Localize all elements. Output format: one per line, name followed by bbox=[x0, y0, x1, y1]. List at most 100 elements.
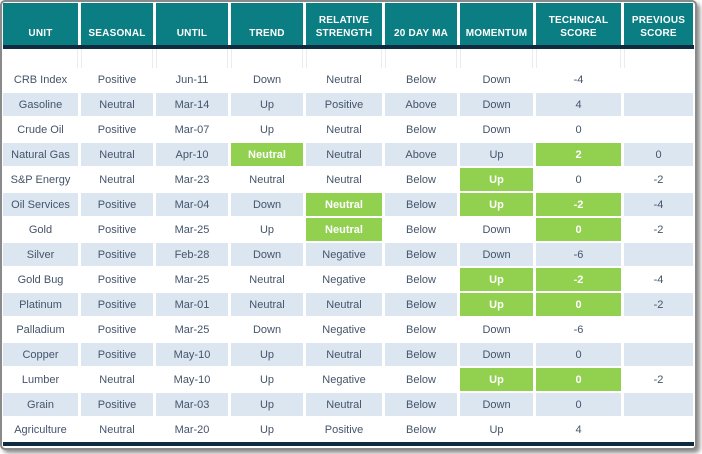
table-cell: Neutral bbox=[306, 218, 382, 241]
table-cell: Mar-04 bbox=[156, 193, 228, 216]
table-cell: Below bbox=[385, 343, 457, 366]
table-cell: Down bbox=[460, 218, 533, 241]
table-cell: Up bbox=[460, 268, 533, 291]
table-cell: Down bbox=[460, 93, 533, 116]
table-cell: -6 bbox=[536, 318, 621, 341]
table-cell: Down bbox=[460, 68, 533, 91]
table-cell: Down bbox=[231, 193, 303, 216]
header-divider-line bbox=[3, 45, 694, 49]
table-cell: Up bbox=[231, 418, 303, 441]
table-cell: Down bbox=[460, 318, 533, 341]
table-cell: Positive bbox=[81, 68, 153, 91]
table-cell bbox=[624, 418, 693, 441]
column-header-technical-score: TECHNICAL SCORE bbox=[536, 3, 621, 45]
table-cell: Below bbox=[385, 68, 457, 91]
table-cell: Positive bbox=[81, 268, 153, 291]
table-cell: Mar-03 bbox=[156, 393, 228, 416]
table-body: CRB Index Positive Jun-11 Down Neutral Below D… bbox=[3, 68, 694, 441]
table-cell: Neutral bbox=[306, 193, 382, 216]
table-cell: Negative bbox=[306, 368, 382, 391]
table-cell: -2 bbox=[624, 293, 693, 316]
table-cell: Below bbox=[385, 243, 457, 266]
unit-cell: Crude Oil bbox=[3, 118, 78, 141]
table-cell: Neutral bbox=[306, 168, 382, 191]
column-header-until: UNTIL bbox=[156, 3, 228, 45]
table-cell: 2 bbox=[536, 143, 621, 166]
unit-cell: Lumber bbox=[3, 368, 78, 391]
table-cell: Below bbox=[385, 118, 457, 141]
spacer-cell bbox=[3, 49, 78, 68]
spacer-cell bbox=[536, 49, 621, 68]
unit-cell: Palladium bbox=[3, 318, 78, 341]
table-cell: 4 bbox=[536, 418, 621, 441]
table-cell: 4 bbox=[536, 93, 621, 116]
table-cell: -2 bbox=[624, 368, 693, 391]
table-cell: Apr-10 bbox=[156, 143, 228, 166]
table-cell: Mar-01 bbox=[156, 293, 228, 316]
column-header-previous-score: PREVIOUS SCORE bbox=[624, 3, 693, 45]
table-cell: Neutral bbox=[306, 143, 382, 166]
table-cell: Neutral bbox=[306, 68, 382, 91]
unit-cell: Platinum bbox=[3, 293, 78, 316]
table-cell: Below bbox=[385, 193, 457, 216]
unit-cell: Silver bbox=[3, 243, 78, 266]
spacer-cell bbox=[624, 49, 693, 68]
table-cell: Up bbox=[460, 293, 533, 316]
table-cell: -4 bbox=[536, 68, 621, 91]
table-cell bbox=[624, 93, 693, 116]
unit-cell: Copper bbox=[3, 343, 78, 366]
table-cell: Below bbox=[385, 268, 457, 291]
table-cell: Neutral bbox=[306, 393, 382, 416]
column-header-relative-strength: RELATIVE STRENGTH bbox=[306, 3, 382, 45]
table-cell: Positive bbox=[81, 318, 153, 341]
table-cell: Negative bbox=[306, 318, 382, 341]
table-cell: Up bbox=[460, 418, 533, 441]
spacer-cell bbox=[156, 49, 228, 68]
table-cell bbox=[624, 118, 693, 141]
table-cell: Down bbox=[460, 343, 533, 366]
table-cell: Mar-07 bbox=[156, 118, 228, 141]
spacer-cell bbox=[385, 49, 457, 68]
table-cell: -4 bbox=[624, 268, 693, 291]
unit-cell: S&P Energy bbox=[3, 168, 78, 191]
unit-cell: Oil Services bbox=[3, 193, 78, 216]
spacer-cell bbox=[460, 49, 533, 68]
table-cell: Up bbox=[231, 368, 303, 391]
table-cell: Down bbox=[231, 318, 303, 341]
table-cell: Up bbox=[231, 118, 303, 141]
column-header-trend: TREND bbox=[231, 3, 303, 45]
unit-cell: Gold bbox=[3, 218, 78, 241]
table-cell: 0 bbox=[536, 168, 621, 191]
table-cell: Neutral bbox=[81, 418, 153, 441]
table-cell: Neutral bbox=[231, 143, 303, 166]
table-cell: 0 bbox=[536, 343, 621, 366]
spacer-cell bbox=[231, 49, 303, 68]
table-cell: Up bbox=[231, 343, 303, 366]
table-cell bbox=[624, 393, 693, 416]
table-cell: -6 bbox=[536, 243, 621, 266]
column-header-20-day-ma: 20 DAY MA bbox=[385, 3, 457, 45]
table-cell: -2 bbox=[624, 218, 693, 241]
table-cell: Positive bbox=[81, 243, 153, 266]
table-cell: Neutral bbox=[231, 168, 303, 191]
table-cell: Up bbox=[460, 168, 533, 191]
table-cell: -4 bbox=[624, 193, 693, 216]
table-cell: Mar-25 bbox=[156, 318, 228, 341]
table-cell: Down bbox=[460, 393, 533, 416]
table-cell: Down bbox=[231, 68, 303, 91]
table-cell: Below bbox=[385, 393, 457, 416]
table-cell: Up bbox=[460, 193, 533, 216]
table-cell: 0 bbox=[536, 368, 621, 391]
table-cell: Mar-25 bbox=[156, 218, 228, 241]
table-cell: Neutral bbox=[81, 368, 153, 391]
table-cell: Mar-14 bbox=[156, 93, 228, 116]
table-cell: Below bbox=[385, 293, 457, 316]
table-cell: Mar-25 bbox=[156, 268, 228, 291]
table-cell: Positive bbox=[306, 418, 382, 441]
column-header-seasonal: SEASONAL bbox=[81, 3, 153, 45]
unit-cell: Gold Bug bbox=[3, 268, 78, 291]
table-cell: Up bbox=[460, 368, 533, 391]
table-cell: Up bbox=[231, 93, 303, 116]
table-cell: Feb-28 bbox=[156, 243, 228, 266]
